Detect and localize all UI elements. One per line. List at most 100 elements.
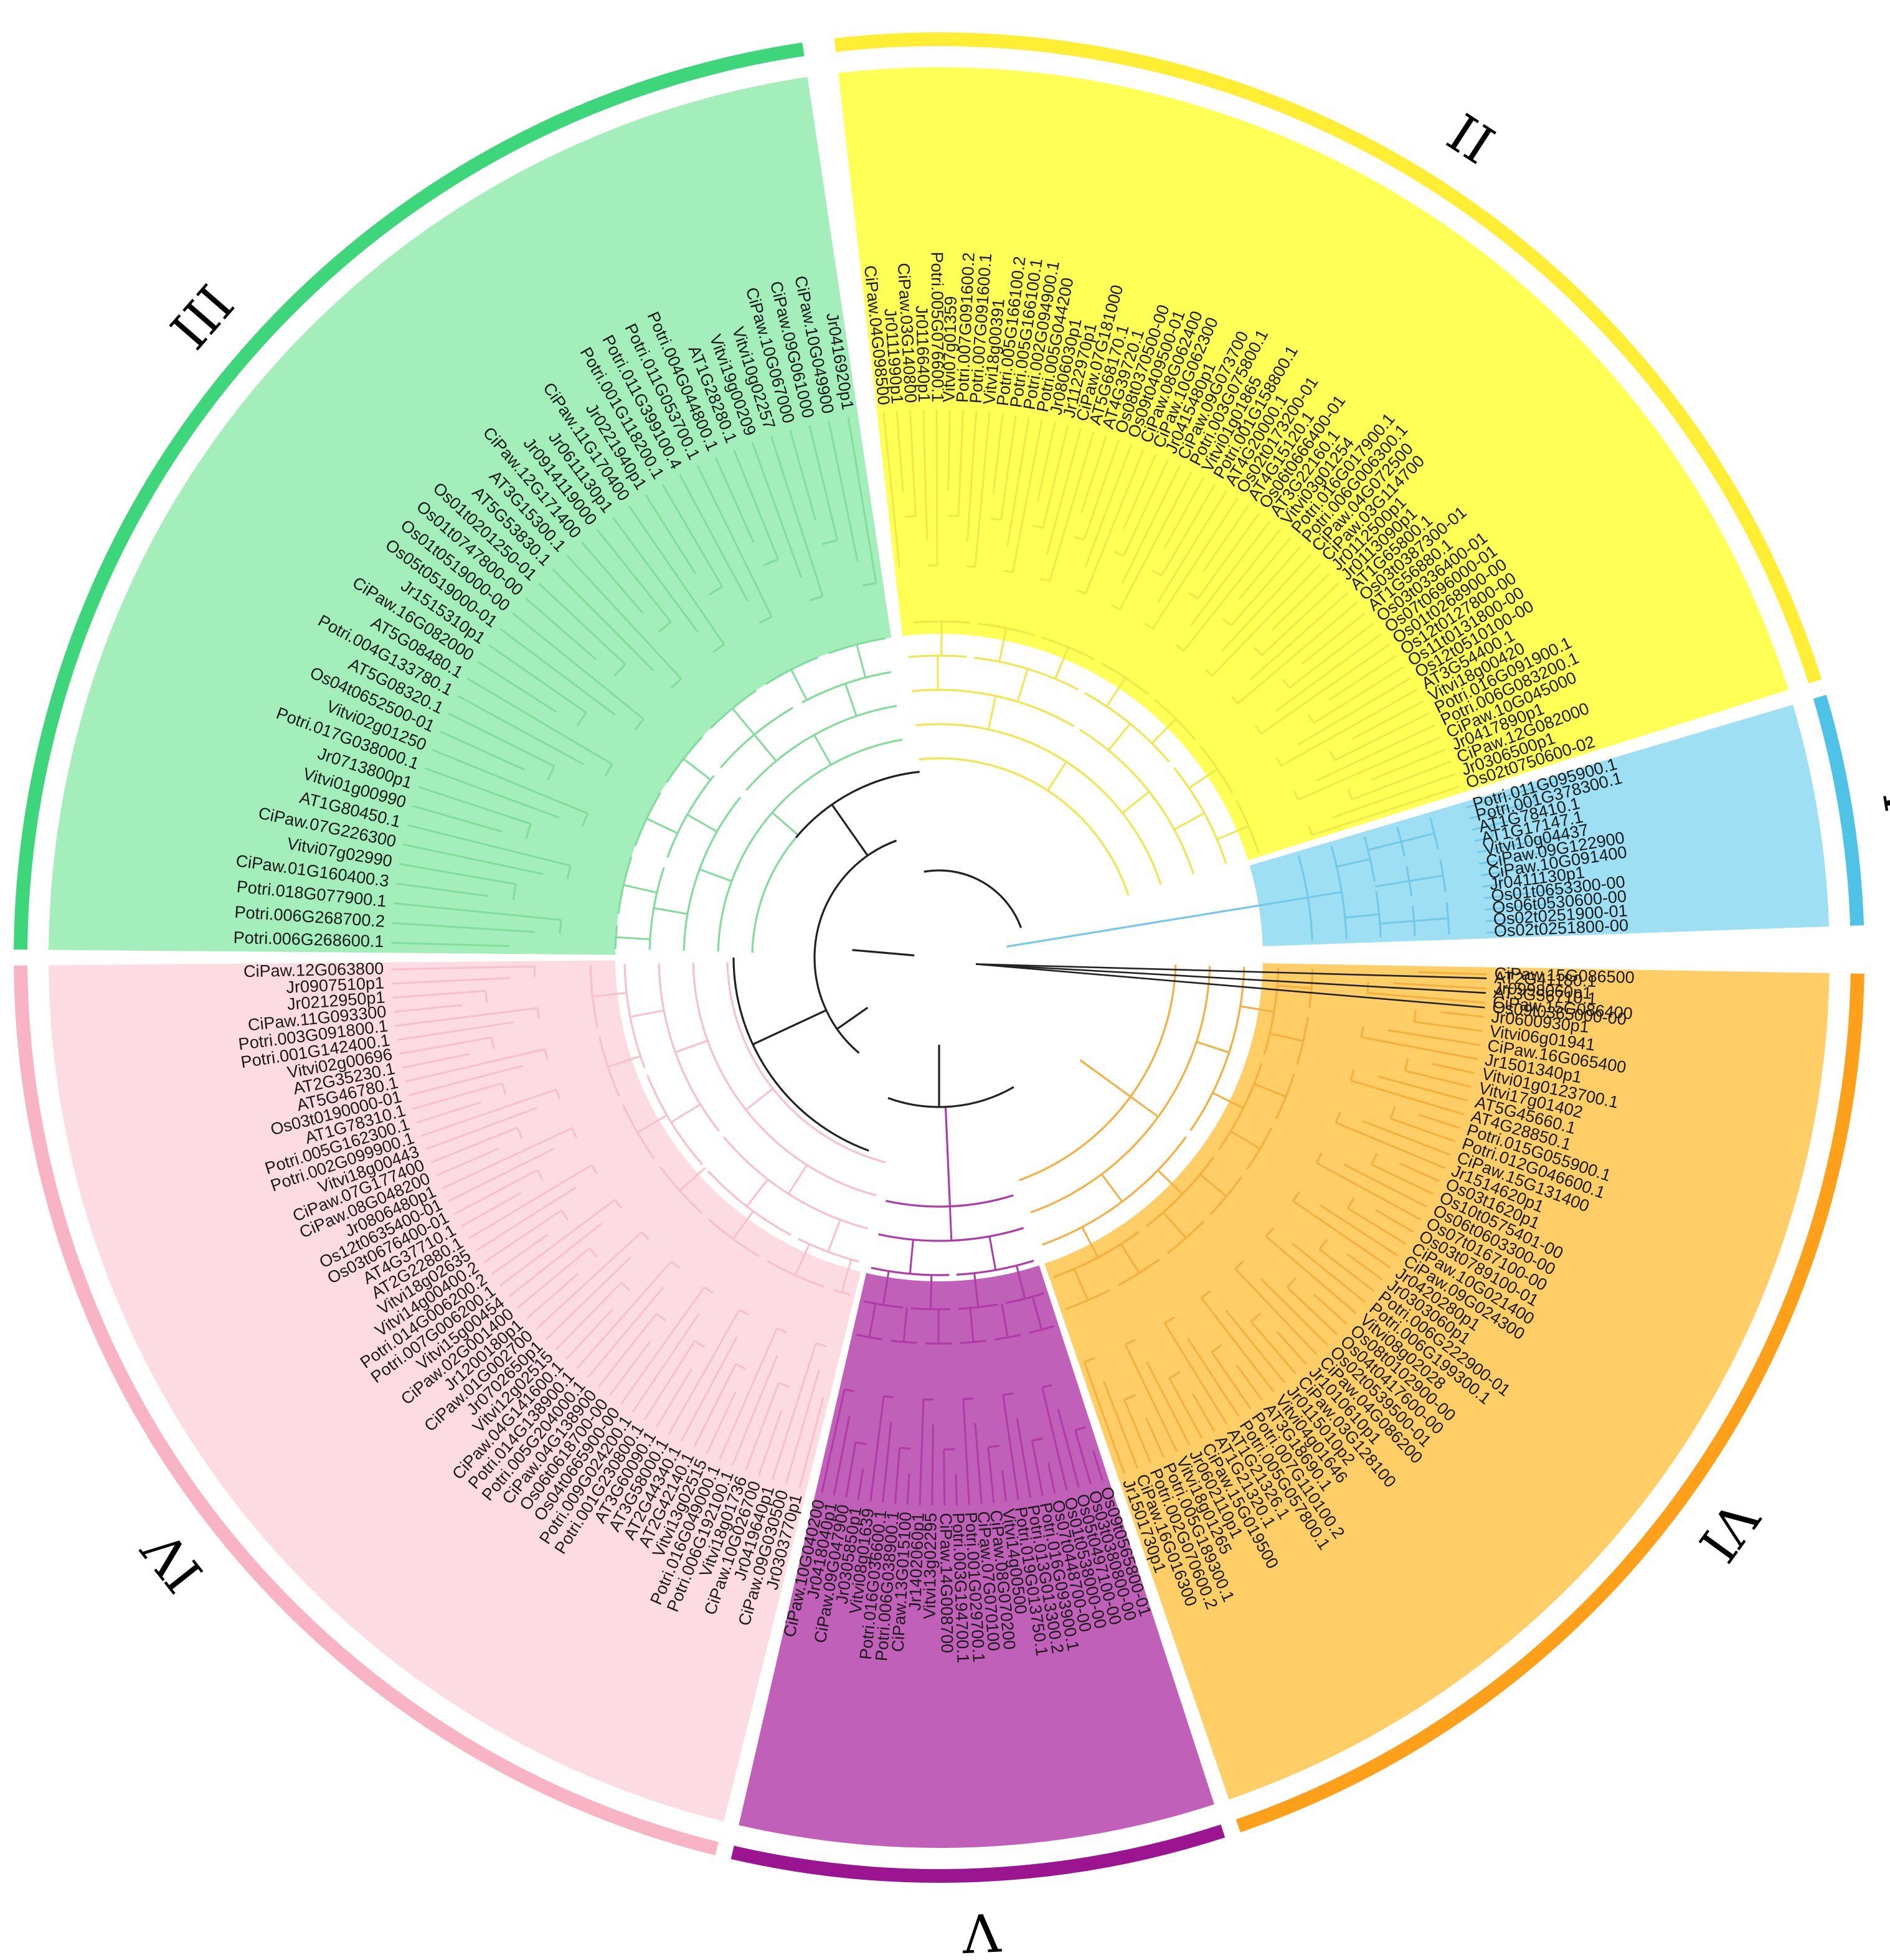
leaf-branch (1146, 1361, 1191, 1446)
leaf-branch (1236, 1364, 1264, 1401)
leaf-branch (1392, 982, 1486, 990)
leaf-branch (538, 582, 626, 665)
node-arc (555, 1089, 561, 1100)
node-stem (841, 1259, 853, 1293)
clade-stem (767, 1088, 773, 1093)
node-arc (641, 1231, 650, 1241)
node-stem (1344, 913, 1379, 919)
leaf-branch (1311, 785, 1460, 836)
backbone-arc (795, 771, 920, 839)
node-arc (703, 1286, 714, 1294)
node-stem (732, 1210, 754, 1240)
node-stem (1401, 832, 1435, 843)
node-arc (1188, 591, 1198, 600)
node-arc (708, 585, 723, 596)
clade-label-III: III (159, 274, 246, 360)
leaf-branch (955, 1474, 958, 1505)
node-stem (683, 758, 711, 781)
node-arc (712, 643, 725, 654)
node-stem (882, 1271, 890, 1306)
node-arc (1125, 1339, 1136, 1346)
leaf-branch (402, 843, 544, 875)
node-arc (1360, 1025, 1364, 1038)
node-stem (948, 1206, 953, 1241)
leaf-branch (869, 1396, 885, 1502)
leaf-branch (1347, 1207, 1407, 1245)
leaf-branch (1191, 1393, 1216, 1432)
node-stem (929, 1274, 933, 1309)
node-stem (1031, 1296, 1043, 1331)
node-arc (576, 712, 587, 727)
leaf-branch (1230, 545, 1302, 626)
leaf-branch (1483, 887, 1577, 900)
leaf-label: Potri.005G076600.1 (928, 252, 947, 402)
node-stem (998, 628, 1008, 662)
node-arc (1250, 1312, 1262, 1322)
node-arc (1389, 1106, 1396, 1119)
node-stem (1212, 1091, 1244, 1109)
node-stem (607, 1055, 641, 1068)
node-arc (1030, 966, 1211, 1213)
node-arc (614, 925, 618, 949)
node-arc (915, 723, 1162, 885)
node-arc (512, 883, 517, 900)
node-stem (1307, 891, 1342, 899)
leaf-branch (645, 494, 697, 575)
node-arc (614, 1199, 622, 1209)
node-stem (856, 644, 867, 678)
leaf-branch (828, 420, 859, 562)
leaf-branch (894, 1448, 901, 1504)
node-arc (1531, 788, 1537, 802)
node-stem (623, 883, 658, 894)
leaf-branch (499, 1199, 616, 1286)
node-arc (1164, 1316, 1175, 1324)
node-arc (965, 565, 976, 568)
node-arc (1003, 1392, 1013, 1397)
node-arc (566, 865, 572, 880)
node-arc (1209, 1176, 1242, 1215)
node-arc (1375, 891, 1382, 938)
leaf-branch (1271, 572, 1331, 631)
leaf-branch (1168, 1377, 1203, 1439)
node-arc (670, 678, 682, 689)
leaf-branch (491, 1233, 549, 1275)
node-arc (634, 718, 645, 731)
node-arc (1029, 1325, 1055, 1334)
leaf-branch (1074, 1430, 1092, 1485)
node-arc (1084, 1357, 1095, 1363)
leaf-branch (906, 1473, 910, 1505)
leaf-branch (420, 1088, 557, 1137)
node-arc (1543, 839, 1547, 852)
leaf-branch (395, 882, 489, 897)
leaf-branch (536, 1231, 643, 1330)
clade-ring-III (14, 42, 805, 950)
node-arc (1318, 1238, 1328, 1250)
clade-wedge-III (49, 77, 892, 955)
backbone-stem (852, 949, 915, 957)
clade-ring-I (1813, 694, 1864, 926)
node-arc (1231, 695, 1239, 704)
clade-ring-V (730, 1824, 1226, 1883)
node-arc (1168, 1371, 1181, 1379)
leaf-label: Jr1402060p1 (905, 1512, 928, 1611)
node-stem (732, 707, 755, 735)
leaf-branch (845, 1442, 857, 1498)
leaf-branch (425, 1107, 537, 1151)
node-arc (1074, 535, 1085, 541)
node-stem (1379, 920, 1414, 925)
leaf-branch (1011, 419, 1043, 573)
node-arc (776, 1327, 787, 1334)
leaf-branch (1031, 1440, 1044, 1496)
node-arc (1123, 1393, 1136, 1401)
node-arc (1263, 968, 1280, 1055)
leaf-branch (772, 1342, 817, 1480)
leaf-branch (1316, 1162, 1421, 1220)
node-arc (656, 1312, 667, 1322)
leaf-branch (468, 1164, 592, 1240)
leaf-branch (962, 1398, 970, 1505)
leaf-branch (397, 1021, 515, 1041)
node-arc (694, 1340, 706, 1348)
leaf-branch (439, 730, 526, 771)
node-arc (1293, 790, 1300, 801)
leaf-branch (1211, 563, 1321, 677)
